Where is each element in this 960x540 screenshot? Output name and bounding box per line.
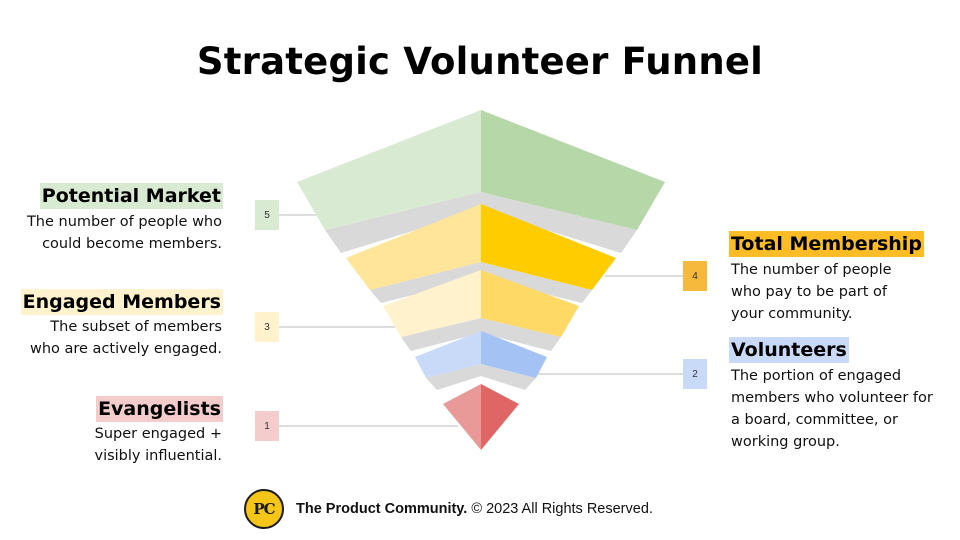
funnel-shadow-2 <box>426 364 536 390</box>
level-number-1: 1 <box>255 411 279 441</box>
desc-evangelists: Super engaged + visibly influential. <box>94 426 222 464</box>
page-title: Strategic Volunteer Funnel <box>196 40 764 83</box>
pc-logo: PC <box>244 489 284 529</box>
level-number-4: 4 <box>683 261 707 291</box>
funnel-level-4-left <box>346 204 481 290</box>
desc-engaged-members: The subset of members who are actively e… <box>29 319 222 357</box>
copyright-text: The Product Community. © 2023 All Rights… <box>296 501 653 517</box>
level-number-2: 2 <box>683 359 707 389</box>
desc-potential-market: The number of people who could become me… <box>26 214 222 252</box>
funnel-level-2-left <box>415 331 481 378</box>
funnel-level-1-left <box>443 384 481 450</box>
funnel-level-1-right <box>481 384 519 450</box>
funnel-level-5-right <box>481 110 665 230</box>
heading-total-membership: Total Membership <box>729 231 924 257</box>
funnel-level-2-right <box>481 331 547 378</box>
funnel-level-3-right <box>481 270 579 337</box>
level-number-3: 3 <box>255 312 279 342</box>
level-number-5: 5 <box>255 200 279 230</box>
funnel-shadow-3 <box>401 318 561 351</box>
desc-total-membership: The number of people who pay to be part … <box>731 262 892 322</box>
funnel-level-4-right <box>481 204 616 290</box>
funnel-level-5-left <box>297 110 481 230</box>
heading-potential-market: Potential Market <box>39 183 223 209</box>
heading-volunteers: Volunteers <box>729 337 849 363</box>
rights-text: © 2023 All Rights Reserved. <box>471 501 653 517</box>
heading-evangelists: Evangelists <box>96 396 223 422</box>
desc-volunteers: The portion of engaged members who volun… <box>731 368 933 450</box>
heading-engaged-members: Engaged Members <box>20 289 223 315</box>
funnel-level-3-left <box>383 270 481 337</box>
brand-name: The Product Community. <box>296 501 468 517</box>
footer: PC The Product Community. © 2023 All Rig… <box>0 485 960 535</box>
